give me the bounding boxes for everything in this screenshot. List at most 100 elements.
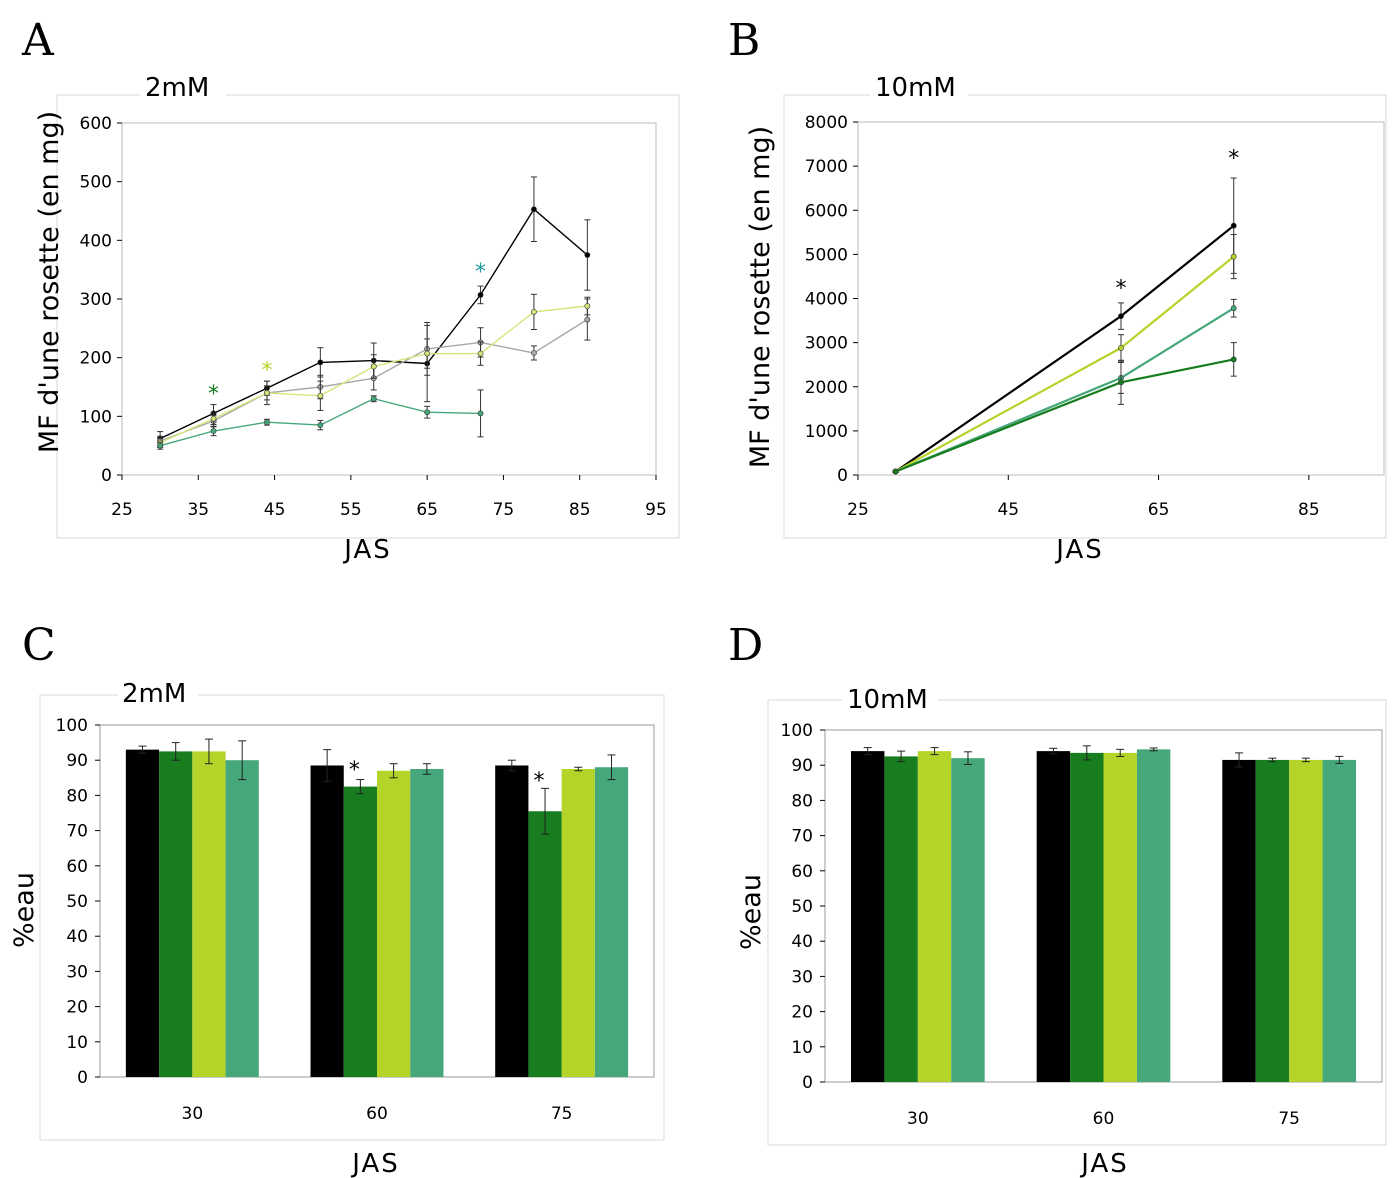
- bar-series-4: [1136, 749, 1171, 1082]
- panel-c: C 2mM %eau JAS 0 10 20 30 40 50 60 70 80 90 100 30 6…: [9, 620, 665, 1178]
- bar-series-1: [1036, 751, 1071, 1082]
- data-point: [317, 392, 324, 399]
- data-point: [1118, 379, 1124, 386]
- chart-title-d: 10mM: [847, 685, 928, 715]
- plot-area-b: [857, 121, 1385, 476]
- y-tick-label: 100: [781, 721, 813, 741]
- x-axis-label-c: JAS: [350, 1149, 400, 1178]
- panel-a: A 2mM MF d'une rosette (en mg) JAS 0 100 2…: [21, 15, 680, 565]
- data-marks-d: 0 10 20 30 40 50 60 70 80 90 100 30 60 75: [781, 721, 1357, 1129]
- title-bg-d: [842, 678, 938, 712]
- x-axis-label-b: JAS: [1054, 535, 1104, 565]
- y-tick-label: 80: [791, 791, 813, 811]
- y-tick-label: 100: [80, 407, 112, 427]
- data-point: [584, 252, 591, 258]
- bar-series-2: [159, 751, 193, 1077]
- data-point: [1118, 345, 1124, 351]
- significance-star: *: [349, 758, 360, 783]
- y-tick-label: 400: [80, 231, 112, 251]
- y-tick-label: 70: [66, 822, 88, 842]
- chart-title-c: 2mM: [122, 679, 186, 709]
- y-tick-label: 40: [791, 932, 813, 952]
- y-tick-label: 0: [837, 466, 848, 486]
- y-tick-label: 40: [66, 927, 88, 947]
- chart-title-b: 10mM: [875, 73, 956, 103]
- chart-title-a: 2mM: [145, 73, 209, 103]
- x-tick-label: 95: [645, 500, 667, 520]
- x-tick-label: 75: [551, 1104, 573, 1124]
- data-point: [1230, 253, 1237, 260]
- bar-series-4: [225, 760, 259, 1077]
- x-tick-label: 30: [907, 1109, 929, 1129]
- y-tick-label: 7000: [805, 157, 848, 177]
- bar-series-2: [343, 786, 377, 1077]
- data-point: [210, 428, 217, 434]
- x-tick-label: 65: [1148, 500, 1170, 520]
- bar-series-3: [1289, 759, 1323, 1082]
- data-point: [264, 419, 270, 426]
- title-bg-b: [870, 70, 968, 104]
- y-tick-label: 500: [80, 173, 112, 193]
- significance-star: *: [1116, 276, 1127, 301]
- panel-d: D 10mM %eau JAS 0 10 20 30 40 50 60 70 80 90 100 30…: [728, 620, 1387, 1178]
- bar-series-1: [1222, 759, 1256, 1082]
- bar-series-1: [850, 751, 885, 1082]
- data-point: [1230, 356, 1237, 363]
- y-axis-label-c: %eau: [9, 872, 40, 948]
- x-tick-label: 25: [847, 500, 869, 520]
- x-tick-label: 60: [366, 1104, 388, 1124]
- y-tick-label: 5000: [805, 245, 848, 265]
- y-tick-label: 8000: [805, 113, 848, 133]
- bar-series-2: [1255, 759, 1290, 1082]
- x-tick-label: 60: [1093, 1109, 1115, 1129]
- x-tick-label: 30: [182, 1104, 204, 1124]
- y-tick-label: 60: [791, 862, 813, 882]
- data-point: [531, 350, 537, 356]
- data-point: [1118, 313, 1124, 320]
- x-tick-label: 45: [997, 500, 1019, 520]
- x-tick-label: 75: [493, 500, 515, 520]
- panel-label-c: C: [22, 620, 56, 671]
- y-tick-label: 20: [66, 998, 88, 1018]
- y-tick-label: 80: [66, 786, 88, 806]
- x-tick-label: 65: [416, 500, 438, 520]
- y-tick-label: 3000: [805, 334, 848, 354]
- x-tick-label: 55: [340, 500, 362, 520]
- y-tick-label: 6000: [805, 201, 848, 221]
- y-tick-label: 60: [66, 857, 88, 877]
- significance-star: *: [208, 382, 219, 407]
- y-tick-label: 30: [791, 967, 813, 987]
- y-tick-label: 600: [80, 114, 112, 134]
- bar-series-4: [951, 758, 985, 1082]
- y-axis-label-a: MF d'une rosette (en mg): [34, 111, 65, 453]
- y-tick-label: 0: [77, 1068, 88, 1088]
- data-point: [370, 363, 377, 370]
- bar-series-3: [192, 751, 226, 1077]
- bar-series-3: [377, 770, 411, 1077]
- y-tick-label: 70: [791, 827, 813, 847]
- bar-series-4: [410, 769, 444, 1077]
- title-bg-a: [140, 70, 226, 104]
- bar-series-2: [1070, 752, 1104, 1082]
- data-marks-b: 0 1000 2000 3000 4000 5000 6000 7000 8000 25 45 65 8…: [805, 113, 1320, 520]
- data-point: [424, 409, 431, 416]
- x-tick-label: 35: [187, 500, 209, 520]
- y-tick-label: 2000: [805, 378, 848, 398]
- y-tick-label: 200: [80, 349, 112, 369]
- x-tick-label: 85: [1298, 500, 1320, 520]
- bar-series-3: [561, 769, 595, 1077]
- y-tick-label: 1000: [805, 422, 848, 442]
- bar-series-4: [1322, 759, 1357, 1082]
- data-point: [210, 415, 217, 422]
- data-marks-a: 0 100 200 300 400 500 600 25 35 45 55 65 75 85 95 * * *: [80, 114, 667, 520]
- y-tick-label: 10: [66, 1033, 88, 1053]
- y-tick-label: 50: [791, 897, 813, 917]
- data-point: [424, 350, 431, 357]
- y-tick-label: 90: [66, 751, 88, 771]
- x-tick-label: 25: [111, 500, 133, 520]
- bar-series-1: [125, 749, 160, 1077]
- data-point: [157, 442, 164, 449]
- bar-series-4: [594, 767, 629, 1077]
- data-point: [584, 316, 591, 323]
